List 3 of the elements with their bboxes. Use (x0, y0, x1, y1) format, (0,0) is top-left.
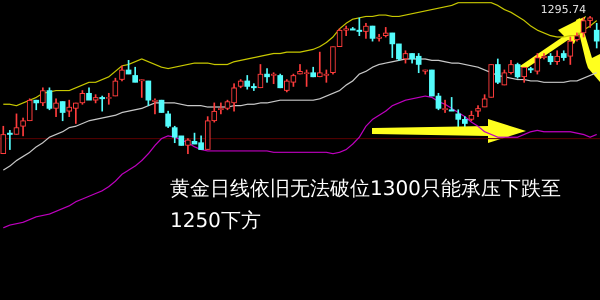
text: 1295.74 (540, 2, 586, 16)
text: 黄金日线依旧无法破位1300只能承压下跌至1250下方 (170, 175, 562, 234)
candlestick (264, 68, 270, 83)
